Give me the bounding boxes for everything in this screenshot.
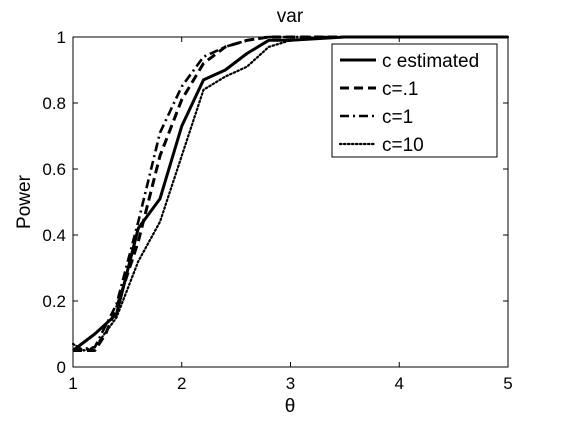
y-tick-label: 0.8: [42, 94, 66, 113]
y-axis-label: Power: [14, 174, 35, 229]
y-tick-label: 1: [57, 28, 66, 47]
x-tick-label: 3: [286, 374, 295, 393]
x-tick-label: 5: [503, 374, 512, 393]
chart-title: var: [277, 6, 304, 27]
legend: c estimated c=.1 c=1 c=10: [331, 43, 498, 158]
legend-label-c-1: c=1: [382, 107, 413, 128]
y-tick-label: 0.2: [42, 292, 66, 311]
legend-entries: c estimated c=.1 c=1 c=10: [338, 51, 479, 156]
y-tick-label: 0.6: [42, 160, 66, 179]
x-axis-label: θ: [285, 396, 296, 417]
legend-label-c-10: c=10: [382, 135, 424, 156]
x-tick-label: 2: [177, 374, 186, 393]
y-axis-ticks: 0 0.2 0.4 0.6 0.8 1: [42, 28, 508, 377]
x-tick-label: 1: [68, 374, 77, 393]
legend-label-c-1: c=.1: [382, 79, 418, 100]
y-tick-label: 0.4: [42, 226, 66, 245]
legend-box: [331, 43, 498, 158]
x-tick-label: 4: [395, 374, 404, 393]
legend-label-c-estimated: c estimated: [382, 51, 479, 72]
y-tick-label: 0: [57, 358, 66, 377]
x-axis-ticks: 1 2 3 4 5: [68, 37, 513, 393]
